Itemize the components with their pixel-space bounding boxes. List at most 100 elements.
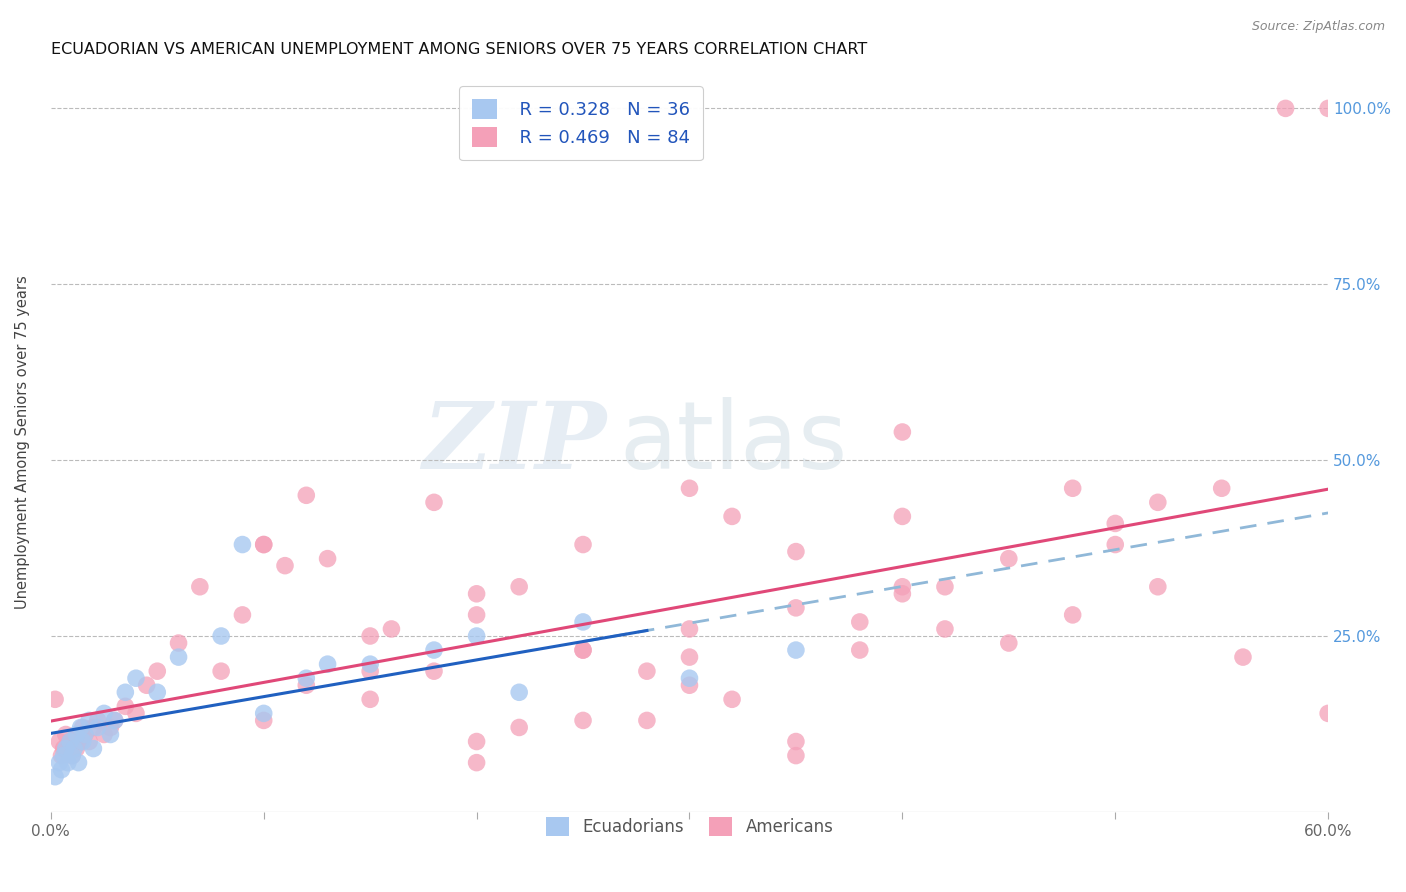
Point [678, 650, 700, 665]
Point [1211, 481, 1233, 495]
Y-axis label: Unemployment Among Seniors over 75 years: Unemployment Among Seniors over 75 years [15, 276, 30, 609]
Point [934, 580, 956, 594]
Point [60, 748, 83, 763]
Point [785, 748, 807, 763]
Point [73, 727, 96, 741]
Point [1317, 102, 1340, 116]
Point [572, 615, 595, 629]
Point [849, 643, 872, 657]
Point [359, 657, 381, 672]
Point [231, 607, 253, 622]
Point [295, 488, 318, 502]
Point [72, 734, 94, 748]
Point [1062, 607, 1084, 622]
Point [77, 714, 100, 728]
Point [785, 544, 807, 558]
Point [63, 734, 86, 748]
Point [56, 741, 79, 756]
Point [423, 664, 446, 678]
Text: ECUADORIAN VS AMERICAN UNEMPLOYMENT AMONG SENIORS OVER 75 YEARS CORRELATION CHAR: ECUADORIAN VS AMERICAN UNEMPLOYMENT AMON… [51, 42, 868, 57]
Point [125, 706, 148, 721]
Point [891, 587, 914, 601]
Point [1104, 537, 1126, 551]
Point [231, 537, 253, 551]
Text: Source: ZipAtlas.com: Source: ZipAtlas.com [1251, 20, 1385, 33]
Point [465, 629, 488, 643]
Point [678, 678, 700, 692]
Point [678, 671, 700, 685]
Point [55, 727, 77, 741]
Point [52, 741, 75, 756]
Point [69, 721, 91, 735]
Point [380, 622, 402, 636]
Point [891, 509, 914, 524]
Point [55, 741, 77, 756]
Point [67, 756, 90, 770]
Point [52, 748, 75, 763]
Point [508, 721, 530, 735]
Point [934, 622, 956, 636]
Text: ZIP: ZIP [422, 398, 606, 488]
Point [572, 714, 595, 728]
Point [100, 721, 122, 735]
Point [572, 643, 595, 657]
Point [423, 643, 446, 657]
Point [253, 537, 276, 551]
Point [1104, 516, 1126, 531]
Point [69, 734, 91, 748]
Point [465, 587, 488, 601]
Point [93, 727, 115, 741]
Point [785, 734, 807, 748]
Point [188, 580, 211, 594]
Point [59, 734, 82, 748]
Point [104, 714, 127, 728]
Point [146, 664, 169, 678]
Point [135, 678, 157, 692]
Point [209, 629, 232, 643]
Point [295, 678, 318, 692]
Point [44, 692, 66, 706]
Point [125, 671, 148, 685]
Point [82, 721, 104, 735]
Point [72, 721, 94, 735]
Point [51, 763, 73, 777]
Point [146, 685, 169, 699]
Point [60, 748, 83, 763]
Point [678, 622, 700, 636]
Point [295, 671, 318, 685]
Point [73, 727, 96, 741]
Point [636, 714, 658, 728]
Point [572, 537, 595, 551]
Point [636, 664, 658, 678]
Point [44, 770, 66, 784]
Point [508, 685, 530, 699]
Point [998, 551, 1021, 566]
Point [86, 721, 108, 735]
Point [316, 551, 339, 566]
Point [572, 643, 595, 657]
Point [167, 636, 190, 650]
Point [721, 692, 744, 706]
Point [785, 643, 807, 657]
Point [63, 741, 86, 756]
Point [82, 741, 104, 756]
Point [253, 714, 276, 728]
Legend: Ecuadorians, Americans: Ecuadorians, Americans [537, 808, 842, 844]
Point [104, 714, 127, 728]
Point [1274, 102, 1296, 116]
Point [100, 727, 122, 741]
Point [465, 734, 488, 748]
Point [93, 706, 115, 721]
Point [167, 650, 190, 665]
Point [56, 756, 79, 770]
Point [891, 425, 914, 439]
Point [891, 580, 914, 594]
Point [114, 699, 136, 714]
Point [51, 748, 73, 763]
Point [465, 607, 488, 622]
Point [1146, 495, 1168, 509]
Point [253, 537, 276, 551]
Point [359, 692, 381, 706]
Point [59, 734, 82, 748]
Text: atlas: atlas [619, 397, 848, 489]
